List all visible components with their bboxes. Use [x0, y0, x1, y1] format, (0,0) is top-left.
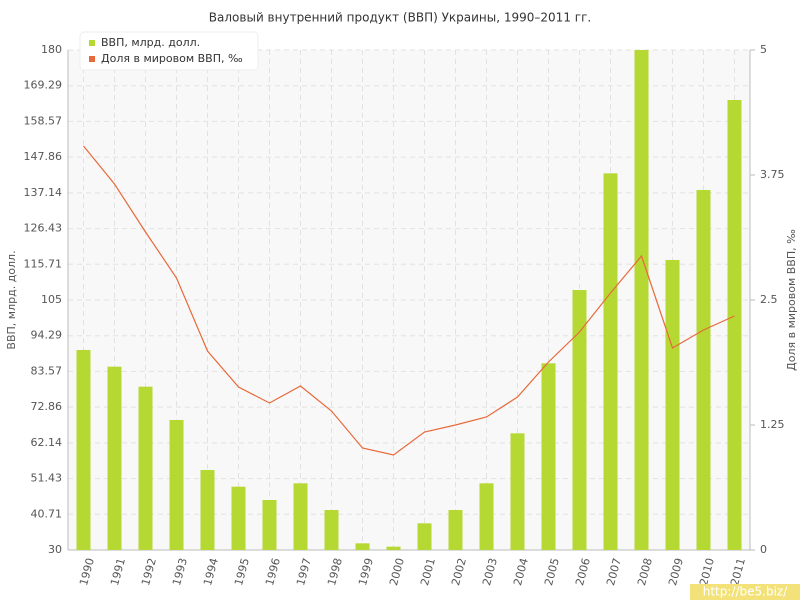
bar [355, 543, 370, 550]
watermark: http://be5.biz/ [703, 585, 788, 599]
x-tick-label: 1993 [170, 557, 190, 587]
x-tick-label: 1998 [325, 557, 345, 587]
y-tick-label: 180 [41, 43, 62, 56]
chart-title: Валовый внутренний продукт (ВВП) Украины… [209, 11, 591, 25]
bar [262, 500, 277, 550]
x-tick-label: 2010 [697, 557, 717, 587]
y2-axis-label: Доля в мировом ВВП, ‰ [785, 229, 798, 371]
legend-box [79, 31, 259, 71]
y-axis-label: ВВП, млрд. долл. [5, 250, 18, 349]
y-tick-label: 83.57 [31, 364, 63, 377]
bar [510, 433, 525, 550]
bar [231, 486, 246, 550]
x-tick-label: 2006 [573, 557, 593, 587]
bar [200, 470, 215, 550]
y2-tick-label: 5 [760, 43, 767, 56]
bar [293, 483, 308, 550]
x-tick-label: 1995 [232, 557, 252, 587]
bar [107, 366, 122, 550]
bar [324, 510, 339, 550]
x-tick-label: 1991 [108, 557, 128, 587]
x-tick-label: 2009 [666, 557, 686, 587]
x-tick-label: 2011 [728, 557, 748, 587]
bar [603, 173, 618, 551]
x-tick-label: 1996 [263, 557, 283, 587]
bar [634, 50, 649, 550]
x-tick-label: 1999 [356, 557, 376, 587]
bar [665, 260, 680, 550]
y-tick-label: 62.14 [31, 436, 63, 449]
y-tick-label: 137.14 [24, 186, 63, 199]
y-tick-label: 115.71 [24, 257, 63, 270]
bar [727, 100, 742, 550]
y2-tick-label: 0 [760, 543, 767, 556]
y-tick-label: 147.86 [24, 150, 63, 163]
bar [572, 290, 587, 550]
x-tick-label: 2008 [635, 557, 655, 587]
legend-swatch [89, 40, 95, 46]
bar [696, 190, 711, 550]
y2-tick-label: 2.5 [760, 293, 778, 306]
y2-tick-label: 3.75 [760, 168, 785, 181]
bar [448, 510, 463, 550]
y-tick-label: 30 [48, 543, 62, 556]
x-tick-label: 2000 [387, 557, 407, 587]
y-tick-label: 105 [41, 293, 62, 306]
watermark-bg [690, 584, 800, 600]
y-tick-label: 40.71 [31, 507, 63, 520]
legend-swatch [89, 56, 95, 62]
bar [541, 363, 556, 550]
x-tick-label: 2001 [418, 557, 438, 587]
y2-tick-label: 1.25 [760, 418, 785, 431]
x-tick-label: 1992 [139, 557, 159, 587]
y-tick-label: 72.86 [31, 400, 63, 413]
bar [76, 350, 91, 550]
x-tick-label: 1997 [294, 557, 314, 587]
bar [169, 420, 184, 550]
x-tick-label: 2004 [511, 557, 531, 587]
x-tick-label: 1990 [77, 557, 97, 587]
bar [138, 386, 153, 550]
x-tick-label: 1994 [201, 557, 221, 587]
line [83, 145, 735, 456]
legend-label: Доля в мировом ВВП, ‰ [101, 52, 243, 65]
y-tick-label: 94.29 [31, 329, 63, 342]
bar [479, 483, 494, 550]
y-tick-label: 126.43 [24, 222, 63, 235]
x-tick-label: 2002 [449, 557, 469, 587]
plot-layer: 30 40.71 51.43 62.14 72.86 83.57 94.29 105 115.7… [24, 31, 785, 587]
legend: ВВП, млрд. долл. Доля в мировом ВВП, ‰ [79, 31, 259, 71]
y-tick-label: 158.57 [24, 114, 63, 127]
x-tick-label: 2003 [480, 557, 500, 587]
legend-label: ВВП, млрд. долл. [101, 36, 200, 49]
x-tick-label: 2005 [542, 557, 562, 587]
y-tick-label: 51.43 [31, 472, 63, 485]
bar [386, 546, 401, 550]
y-tick-label: 169.29 [24, 79, 63, 92]
x-tick-label: 2007 [604, 557, 624, 587]
bar [417, 523, 432, 550]
